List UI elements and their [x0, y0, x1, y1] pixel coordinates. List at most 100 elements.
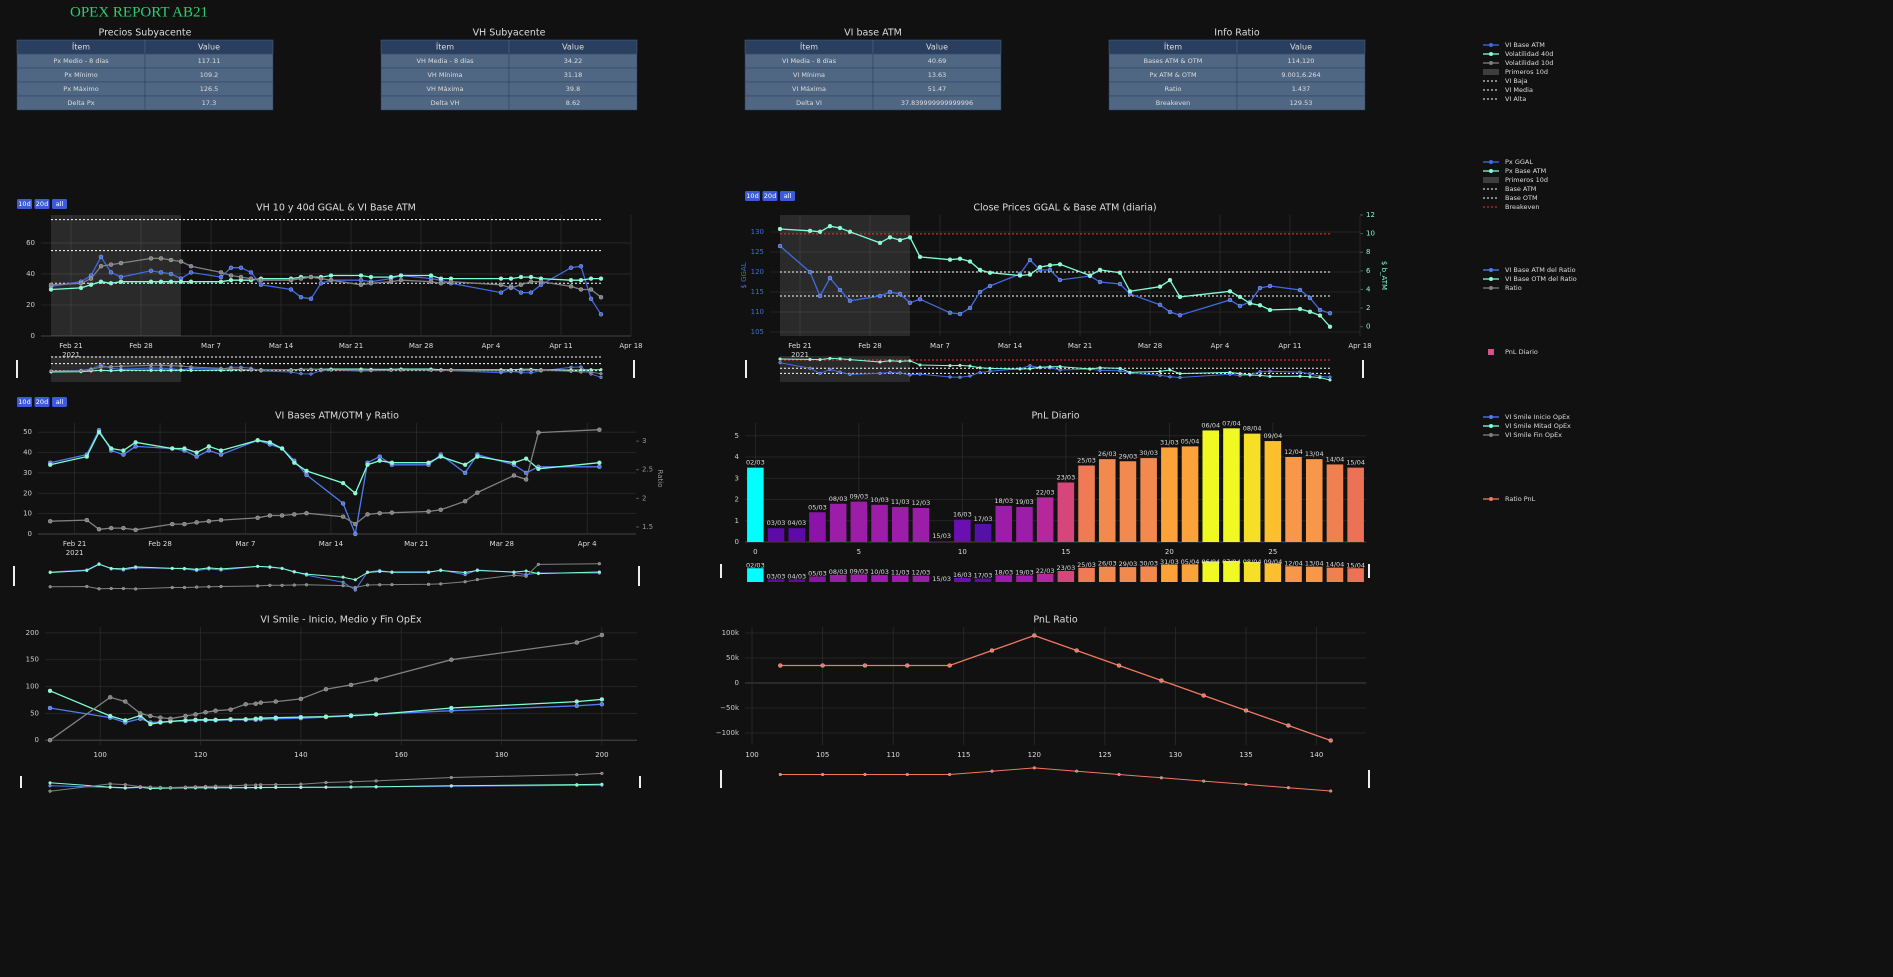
y-tick-label: 100: [26, 683, 39, 691]
range-button-label[interactable]: 10d: [18, 398, 30, 406]
point: [47, 705, 53, 711]
range-button[interactable]: [745, 191, 760, 201]
point: [967, 305, 973, 311]
point: [1268, 374, 1272, 378]
bar: [1098, 566, 1116, 582]
slider-handle[interactable]: [638, 566, 640, 586]
point: [324, 780, 328, 785]
point: [988, 369, 992, 373]
y-tick-label: −50k: [720, 704, 740, 712]
legend-label[interactable]: Base OTM: [1505, 194, 1538, 202]
legend-label[interactable]: Ratio PnL: [1505, 495, 1536, 503]
point: [193, 785, 198, 789]
range-button-label[interactable]: 10d: [746, 192, 758, 200]
bar: [1305, 566, 1323, 582]
range-button-label[interactable]: 10d: [18, 200, 30, 208]
slider-handle[interactable]: [639, 776, 641, 788]
slider-handle[interactable]: [745, 360, 747, 378]
point: [353, 491, 358, 496]
range-button[interactable]: [17, 397, 32, 407]
legend-label[interactable]: VI Base ATM del Ratio: [1505, 266, 1576, 274]
point: [499, 369, 503, 373]
bar: [954, 519, 971, 542]
slider-handle[interactable]: [720, 564, 722, 578]
slider-handle[interactable]: [20, 776, 22, 788]
point: [243, 702, 248, 707]
x-tick-label: Mar 28: [1138, 342, 1162, 350]
point: [218, 270, 224, 275]
legend-label[interactable]: VI Alta: [1505, 95, 1526, 103]
point: [298, 714, 304, 720]
range-button-label[interactable]: all: [56, 200, 64, 208]
slider-handle[interactable]: [1368, 564, 1370, 578]
legend-label[interactable]: Base ATM: [1505, 185, 1536, 193]
point: [1257, 303, 1263, 308]
point: [498, 282, 504, 287]
range-button-label[interactable]: all: [784, 192, 792, 200]
point: [182, 566, 186, 570]
legend-marker: [1489, 160, 1493, 164]
point: [599, 368, 603, 372]
range-button[interactable]: [780, 191, 795, 201]
legend-label[interactable]: VI Base OTM del Ratio: [1505, 275, 1577, 283]
range-button[interactable]: [52, 397, 67, 407]
slider-handle[interactable]: [1362, 360, 1364, 378]
point: [1157, 284, 1163, 289]
legend-label[interactable]: Volatilidad 40d: [1505, 50, 1553, 58]
point: [121, 567, 125, 571]
point: [463, 570, 467, 575]
bar-label: 05/04: [1181, 558, 1200, 566]
point: [599, 702, 605, 707]
chart-title: PnL Diario: [1031, 411, 1079, 422]
point: [188, 264, 194, 269]
legend-label[interactable]: Px Base ATM: [1505, 167, 1546, 175]
legend-label[interactable]: Breakeven: [1505, 203, 1539, 211]
range-button-label[interactable]: all: [56, 398, 64, 406]
legend-label[interactable]: VI Smile Mitad OpEx: [1505, 422, 1571, 430]
legend-label[interactable]: VI Smile Fin OpEx: [1505, 431, 1562, 439]
point: [377, 454, 382, 459]
point: [169, 368, 173, 372]
point: [1298, 374, 1302, 378]
point: [462, 470, 468, 476]
point: [134, 587, 138, 591]
slider-handle[interactable]: [720, 770, 722, 788]
range-button-label[interactable]: 20d: [36, 200, 48, 208]
range-button[interactable]: [17, 199, 32, 209]
range-button[interactable]: [34, 199, 50, 209]
legend-label[interactable]: Primeros 10d: [1505, 68, 1548, 76]
bar-label: 02/03: [746, 561, 765, 569]
point: [170, 446, 175, 451]
legend-label[interactable]: Volatilidad 10d: [1505, 59, 1553, 67]
bar-label: 09/04: [1263, 558, 1282, 566]
legend-label[interactable]: PnL Diario: [1505, 348, 1538, 356]
slider-handle[interactable]: [16, 360, 18, 378]
point: [280, 566, 284, 570]
legend-label[interactable]: Ratio: [1505, 284, 1522, 292]
legend-label[interactable]: Primeros 10d: [1505, 176, 1548, 184]
bar: [1016, 575, 1033, 582]
point: [203, 784, 208, 789]
slider-handle[interactable]: [633, 360, 635, 378]
range-button[interactable]: [762, 191, 778, 201]
slider-handle[interactable]: [1368, 770, 1370, 788]
range-button[interactable]: [34, 397, 50, 407]
x-tick-label: Feb 21 2021: [63, 540, 87, 557]
point: [574, 640, 579, 645]
range-button[interactable]: [52, 199, 67, 209]
point: [133, 444, 138, 449]
range-button-label[interactable]: 20d: [764, 192, 776, 200]
legend-label[interactable]: VI Media: [1505, 86, 1533, 94]
point: [309, 372, 313, 376]
point: [568, 278, 574, 283]
legend-label[interactable]: VI Baja: [1505, 77, 1528, 85]
legend-label[interactable]: Px GGAL: [1505, 158, 1533, 166]
range-button-label[interactable]: 20d: [36, 398, 48, 406]
point: [877, 240, 883, 246]
point: [463, 580, 467, 584]
legend-label[interactable]: VI Smile Inicio OpEx: [1505, 413, 1570, 421]
point: [1327, 324, 1333, 329]
slider-handle[interactable]: [13, 566, 15, 586]
table-cell: [1236, 95, 1366, 111]
legend-label[interactable]: VI Base ATM: [1505, 41, 1545, 49]
